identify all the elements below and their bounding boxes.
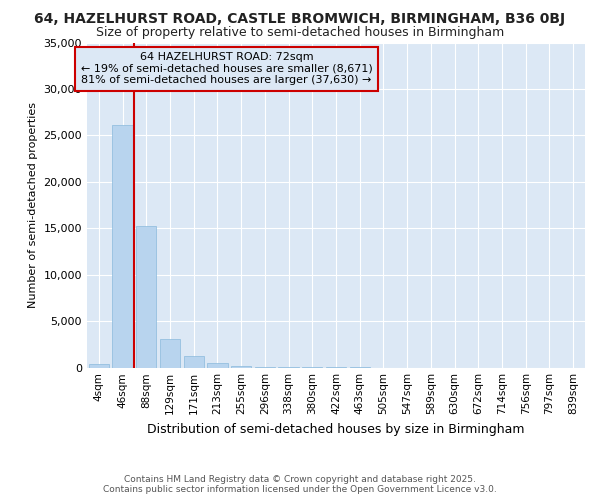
Text: 64, HAZELHURST ROAD, CASTLE BROMWICH, BIRMINGHAM, B36 0BJ: 64, HAZELHURST ROAD, CASTLE BROMWICH, BI… [34, 12, 566, 26]
Text: 64 HAZELHURST ROAD: 72sqm
← 19% of semi-detached houses are smaller (8,671)
81% : 64 HAZELHURST ROAD: 72sqm ← 19% of semi-… [80, 52, 373, 86]
Bar [112, 125, 133, 368]
Bar [136, 226, 157, 368]
Bar [184, 356, 204, 368]
Bar [208, 363, 227, 368]
Y-axis label: Number of semi-detached properties: Number of semi-detached properties [28, 102, 38, 308]
Text: Contains HM Land Registry data © Crown copyright and database right 2025.
Contai: Contains HM Land Registry data © Crown c… [103, 474, 497, 494]
Text: Size of property relative to semi-detached houses in Birmingham: Size of property relative to semi-detach… [96, 26, 504, 39]
Bar [231, 366, 251, 368]
Bar [89, 364, 109, 368]
X-axis label: Distribution of semi-detached houses by size in Birmingham: Distribution of semi-detached houses by … [147, 423, 525, 436]
Bar [160, 338, 180, 368]
